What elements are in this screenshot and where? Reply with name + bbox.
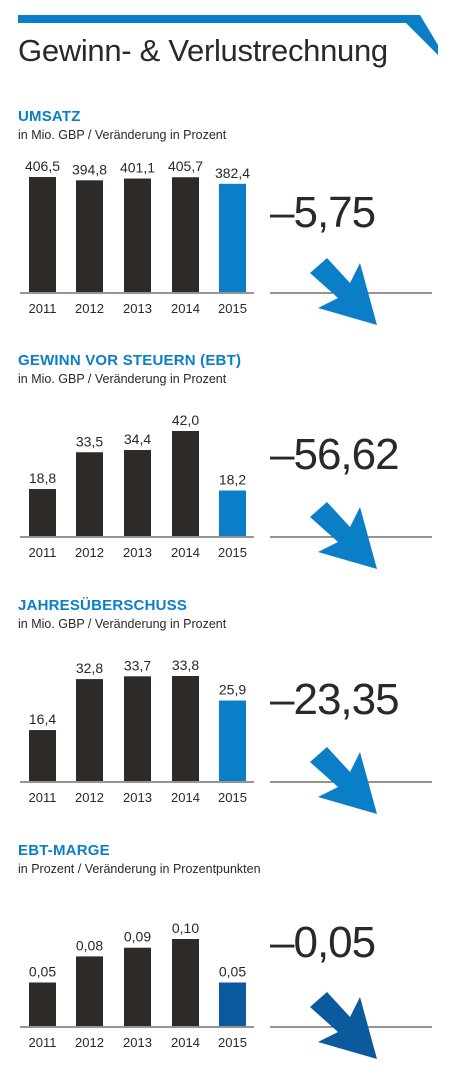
change-value: –0,05 <box>270 918 376 967</box>
bar-chart-ebt: 18,8 2011 33,5 2012 34,4 2013 42,0 2014 18,2 2015 <box>20 412 432 569</box>
data-label: 0,05 <box>29 964 56 980</box>
x-tick-label: 2015 <box>218 301 247 316</box>
x-tick-label: 2014 <box>171 1035 200 1050</box>
bar <box>76 679 103 781</box>
page-title: Gewinn- & Verlustrechnung <box>18 33 388 68</box>
bar <box>124 947 151 1026</box>
x-tick-label: 2012 <box>75 790 104 805</box>
data-label: 18,2 <box>219 472 246 488</box>
bar-chart-jahresueberschuss: 16,4 2011 32,8 2012 33,7 2013 33,8 2014 25,9 2015 <box>20 657 432 814</box>
bar <box>124 676 151 781</box>
x-tick-label: 2015 <box>218 1035 247 1050</box>
chart-title: JAHRESÜBERSCHUSS <box>18 597 188 614</box>
x-tick-label: 2011 <box>29 1035 57 1050</box>
down-arrow-icon <box>310 747 377 814</box>
data-label: 0,05 <box>219 964 246 980</box>
down-arrow-icon <box>310 992 377 1059</box>
bar <box>29 730 56 781</box>
x-tick-label: 2013 <box>123 301 152 316</box>
x-tick-label: 2013 <box>123 790 152 805</box>
chart-title: UMSATZ <box>18 108 81 125</box>
data-label: 405,7 <box>168 158 203 174</box>
chart-subtitle: in Mio. GBP / Veränderung in Prozent <box>18 128 227 142</box>
bar <box>29 982 56 1026</box>
chart-title: GEWINN VOR STEUERN (EBT) <box>18 352 242 369</box>
data-label: 42,0 <box>172 412 199 428</box>
x-tick-label: 2011 <box>29 545 57 560</box>
x-tick-label: 2015 <box>218 790 247 805</box>
data-label: 33,5 <box>76 433 103 449</box>
chart-subtitle: in Mio. GBP / Veränderung in Prozent <box>18 617 227 631</box>
bar <box>124 450 151 536</box>
change-value: –56,62 <box>270 430 400 479</box>
x-tick-label: 2012 <box>75 301 104 316</box>
x-tick-label: 2014 <box>171 301 200 316</box>
data-label: 382,4 <box>215 165 250 181</box>
chart-subtitle: in Mio. GBP / Veränderung in Prozent <box>18 372 227 386</box>
title-accent-bar <box>18 15 420 23</box>
bar <box>172 939 199 1026</box>
data-label: 25,9 <box>219 682 246 698</box>
data-label: 0,09 <box>124 929 151 945</box>
bar <box>76 180 103 292</box>
chart-panel-jahresueberschuss: JAHRESÜBERSCHUSS in Mio. GBP / Veränderu… <box>0 597 452 837</box>
change-value: –5,75 <box>270 188 376 237</box>
data-label: 16,4 <box>29 711 56 727</box>
x-tick-label: 2012 <box>75 1035 104 1050</box>
bar <box>76 956 103 1026</box>
change-value: –23,35 <box>270 675 400 724</box>
bar <box>219 700 246 781</box>
bar <box>29 489 56 536</box>
data-label: 33,7 <box>124 657 151 673</box>
bar <box>219 490 246 536</box>
chart-panel-ebt-marge: EBT-MARGE in Prozent / Veränderung in Pr… <box>0 842 452 1082</box>
bar <box>76 452 103 536</box>
chart-panel-ebt: GEWINN VOR STEUERN (EBT) in Mio. GBP / V… <box>0 352 452 592</box>
bar <box>29 177 56 292</box>
x-tick-label: 2014 <box>171 545 200 560</box>
chart-subtitle: in Prozent / Veränderung in Prozentpunkt… <box>18 862 261 876</box>
bar <box>124 178 151 292</box>
title-corner-accent <box>398 15 438 55</box>
x-tick-label: 2012 <box>75 545 104 560</box>
bar <box>219 183 246 292</box>
bar <box>172 676 199 781</box>
x-tick-label: 2013 <box>123 545 152 560</box>
down-arrow-icon <box>310 502 377 569</box>
chart-panel-umsatz: UMSATZ in Mio. GBP / Veränderung in Proz… <box>0 108 452 348</box>
data-label: 401,1 <box>120 160 155 176</box>
data-label: 18,8 <box>29 470 56 486</box>
data-label: 33,8 <box>172 657 199 673</box>
x-tick-label: 2015 <box>218 545 247 560</box>
bar <box>172 431 199 536</box>
x-tick-label: 2011 <box>29 790 57 805</box>
bar-chart-umsatz: 406,5 2011 394,8 2012 401,1 2013 405,7 2014 382,… <box>20 158 432 325</box>
data-label: 0,10 <box>172 920 199 936</box>
x-tick-label: 2011 <box>29 301 57 316</box>
data-label: 34,4 <box>124 431 151 447</box>
data-label: 394,8 <box>72 161 107 177</box>
down-arrow-icon <box>310 258 377 325</box>
chart-title: EBT-MARGE <box>18 842 110 859</box>
x-tick-label: 2013 <box>123 1035 152 1050</box>
x-tick-label: 2014 <box>171 790 200 805</box>
bar <box>172 177 199 292</box>
data-label: 32,8 <box>76 660 103 676</box>
bar-chart-ebt-marge: 0,05 2011 0,08 2012 0,09 2013 0,10 2014 0,05 2015 <box>20 920 432 1059</box>
data-label: 0,08 <box>76 937 103 953</box>
data-label: 406,5 <box>25 158 60 174</box>
bar <box>219 982 246 1026</box>
